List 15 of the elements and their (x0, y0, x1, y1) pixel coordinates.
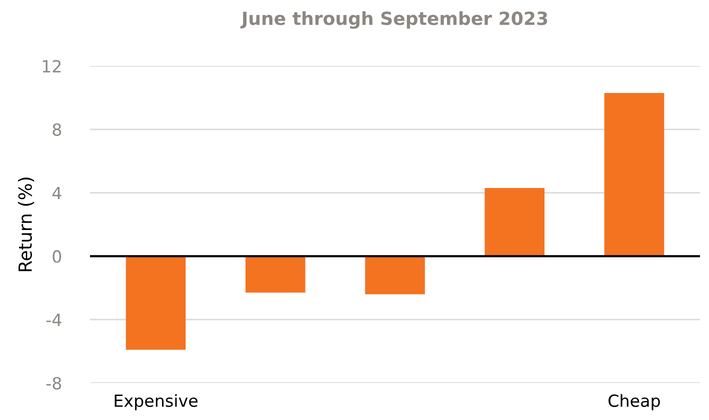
bar (245, 256, 306, 293)
y-tick-label: 4 (52, 186, 62, 200)
bar (484, 188, 545, 256)
y-tick-label: -4 (46, 314, 62, 326)
bar (126, 256, 186, 350)
y-tick-label: 0 (52, 250, 62, 263)
y-tick-label: -8 (46, 376, 62, 390)
y-tick-label: 8 (52, 123, 62, 136)
y-tick-label: 12 (42, 60, 61, 72)
x-tick-label: Expensive (114, 394, 198, 410)
bar (604, 92, 664, 256)
y-axis-title: Return (%) (18, 178, 34, 272)
x-tick-label: Cheap (608, 394, 660, 410)
bar (365, 256, 425, 294)
chart-title: June through September 2023 (240, 11, 548, 29)
